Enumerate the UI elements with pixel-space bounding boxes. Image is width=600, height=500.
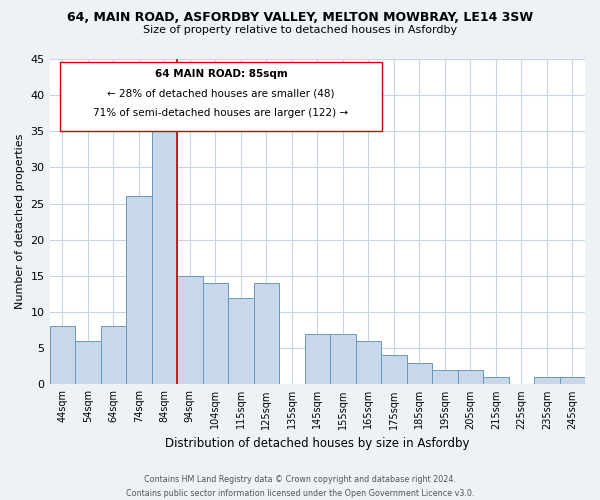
Bar — [560, 377, 585, 384]
Bar — [356, 341, 381, 384]
Bar — [152, 132, 177, 384]
Bar — [75, 341, 101, 384]
Bar — [203, 283, 228, 384]
Text: 64 MAIN ROAD: 85sqm: 64 MAIN ROAD: 85sqm — [155, 69, 287, 79]
X-axis label: Distribution of detached houses by size in Asfordby: Distribution of detached houses by size … — [165, 437, 470, 450]
Text: Contains HM Land Registry data © Crown copyright and database right 2024.
Contai: Contains HM Land Registry data © Crown c… — [126, 476, 474, 498]
Bar — [483, 377, 509, 384]
Bar — [177, 276, 203, 384]
Bar — [50, 326, 75, 384]
Bar — [407, 362, 432, 384]
Text: Size of property relative to detached houses in Asfordby: Size of property relative to detached ho… — [143, 25, 457, 35]
Bar — [126, 196, 152, 384]
Bar — [305, 334, 330, 384]
Bar — [432, 370, 458, 384]
Bar — [228, 298, 254, 384]
Text: 64, MAIN ROAD, ASFORDBY VALLEY, MELTON MOWBRAY, LE14 3SW: 64, MAIN ROAD, ASFORDBY VALLEY, MELTON M… — [67, 11, 533, 24]
Bar — [534, 377, 560, 384]
Bar — [381, 356, 407, 384]
FancyBboxPatch shape — [60, 62, 382, 130]
Bar — [101, 326, 126, 384]
Bar — [458, 370, 483, 384]
Y-axis label: Number of detached properties: Number of detached properties — [15, 134, 25, 310]
Text: ← 28% of detached houses are smaller (48): ← 28% of detached houses are smaller (48… — [107, 88, 335, 99]
Text: 71% of semi-detached houses are larger (122) →: 71% of semi-detached houses are larger (… — [94, 108, 349, 118]
Bar — [254, 283, 279, 384]
Bar — [330, 334, 356, 384]
